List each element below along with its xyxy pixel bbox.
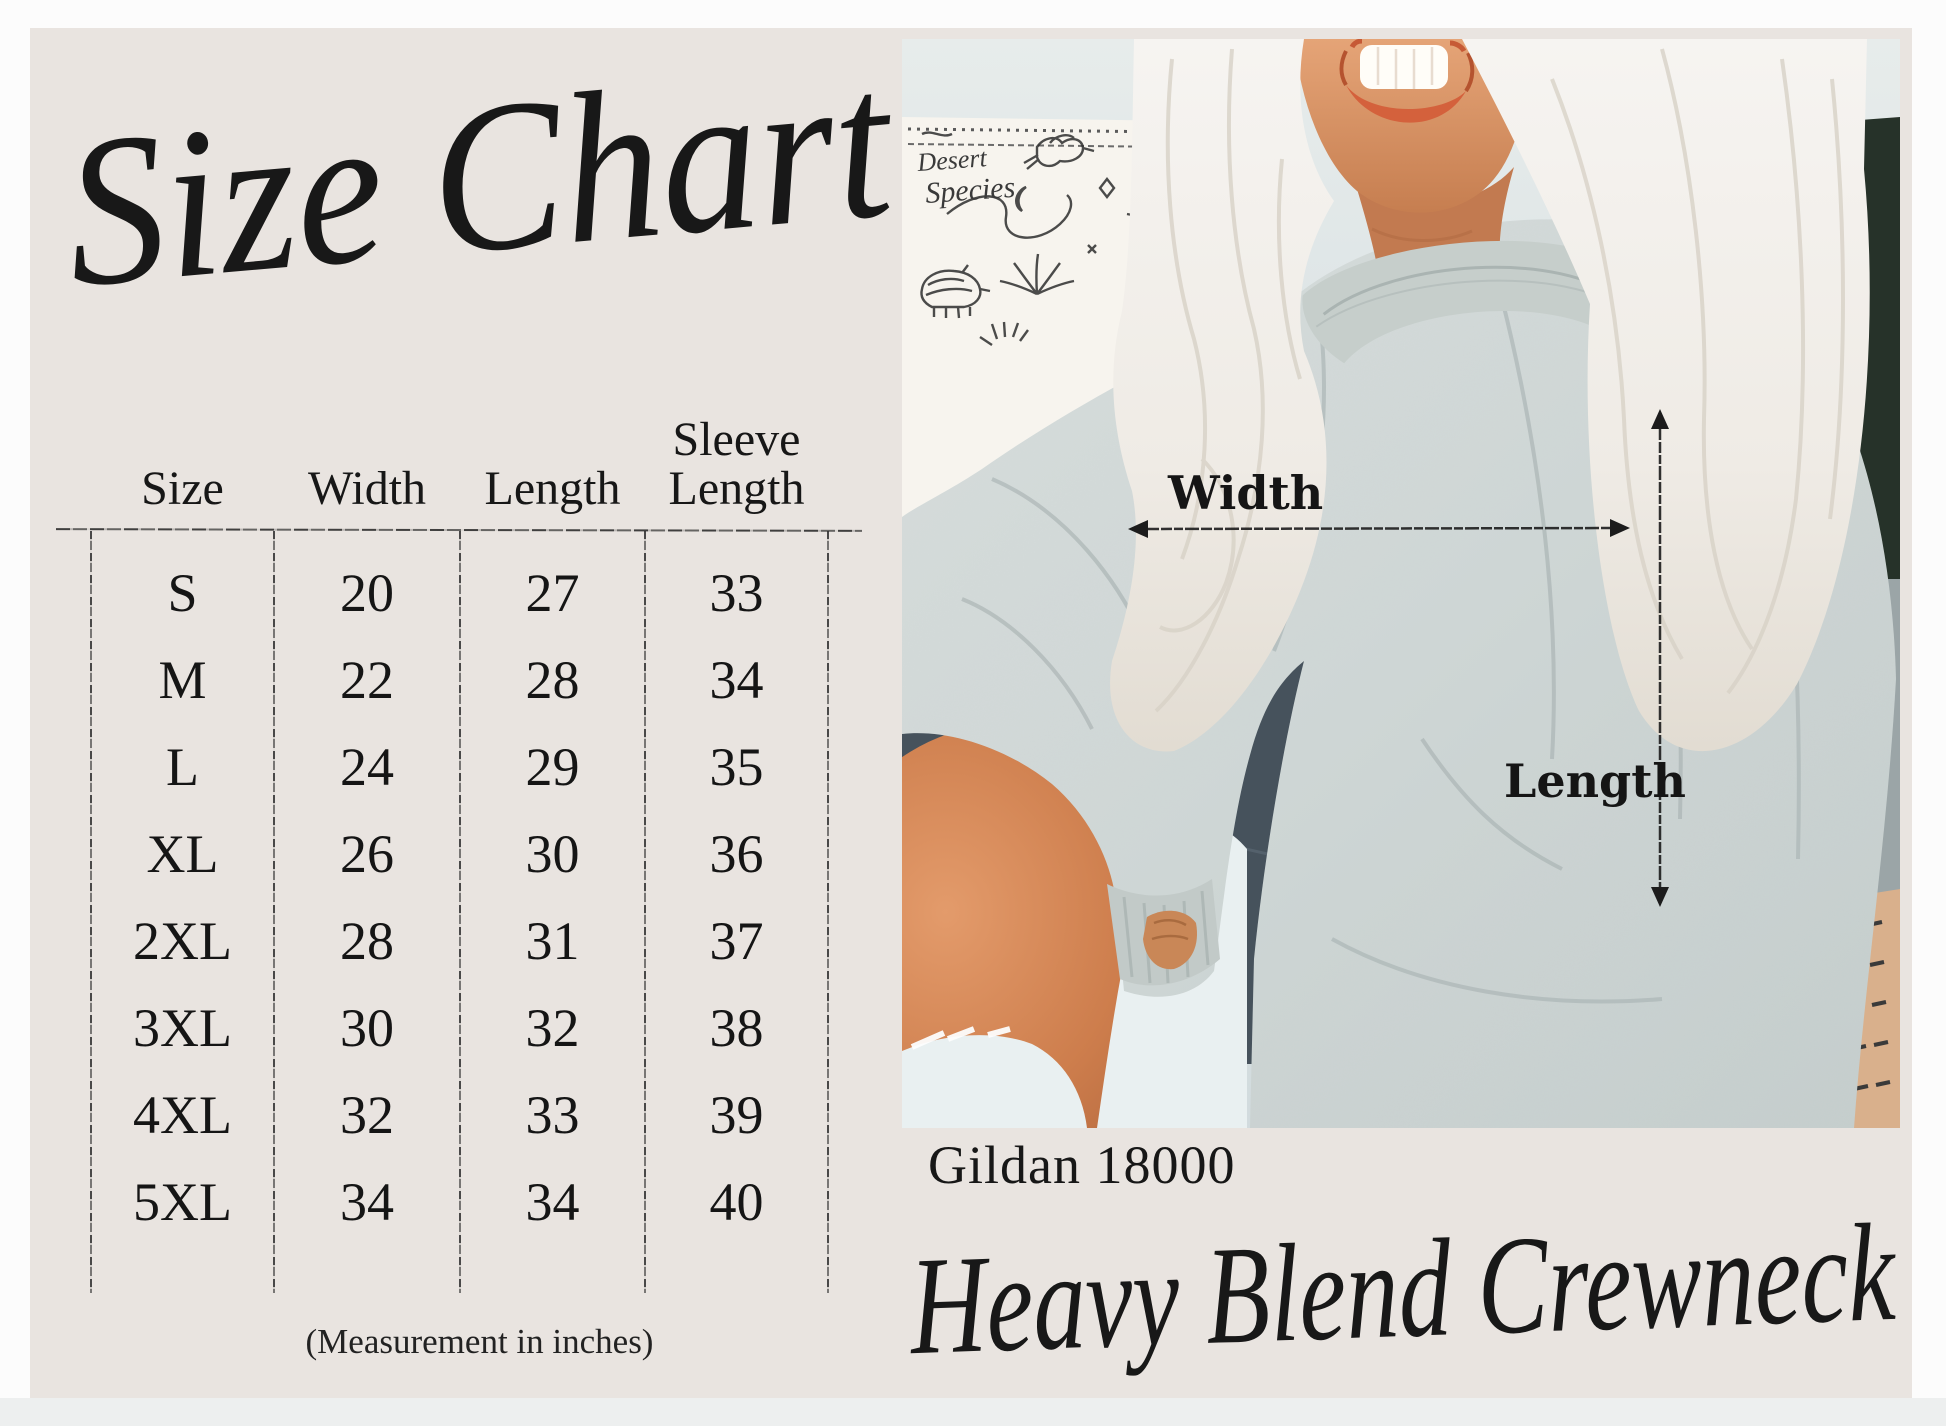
tapestry-word-1: Desert	[915, 143, 988, 177]
width-cell: 20	[340, 562, 394, 623]
width-cell: 22	[340, 649, 394, 710]
sleeve-cell: 34	[709, 649, 764, 710]
width-cell: 34	[340, 1171, 394, 1232]
bottom-margin	[0, 1398, 1946, 1426]
size-cell: L	[166, 736, 199, 797]
header-size: Size	[141, 462, 224, 516]
length-cell: 28	[525, 649, 580, 710]
length-cell: 27	[525, 562, 580, 623]
smile	[1339, 39, 1475, 123]
size-cell: 4XL	[133, 1084, 232, 1145]
size-cell: XL	[146, 823, 219, 884]
table-rule-1	[273, 531, 275, 1293]
product-code: Gildan 18000	[928, 1135, 1236, 1195]
width-cell: 30	[340, 997, 394, 1058]
product-name-script: Heavy Blend Crewneck	[906, 1195, 1899, 1384]
size-table-header: Size Width Length Sleeve Length	[91, 330, 828, 520]
size-cell: 3XL	[133, 997, 232, 1058]
length-cell: 29	[525, 736, 580, 797]
sleeve-cell: 35	[709, 736, 764, 797]
width-cell: 32	[340, 1084, 394, 1145]
length-label: Length	[1504, 754, 1686, 808]
tapestry-word-2: Species	[924, 171, 1016, 210]
sleeve-cell: 38	[709, 997, 764, 1058]
sleeve-cell: 40	[709, 1171, 764, 1232]
length-cell: 30	[525, 823, 580, 884]
width-label: Width	[1167, 466, 1323, 520]
table-rule-2	[459, 531, 461, 1293]
hair-right	[1462, 39, 1870, 752]
page-title: Size Chart	[56, 22, 903, 332]
width-cell: 28	[340, 910, 394, 971]
size-cell: 2XL	[133, 910, 232, 971]
title-script: Size Chart	[56, 22, 903, 332]
width-cell: 26	[340, 823, 394, 884]
width-cell: 24	[340, 736, 394, 797]
length-cell: 33	[525, 1084, 580, 1145]
length-cell: 31	[525, 910, 580, 971]
sleeve-cell: 36	[709, 823, 764, 884]
header-length: Length	[484, 462, 621, 516]
table-rule-right	[827, 531, 829, 1293]
header-width: Width	[307, 462, 427, 516]
width-arrow	[1128, 519, 1630, 538]
size-cell: S	[167, 562, 198, 623]
product-name: Heavy Blend Crewneck	[906, 1195, 1899, 1384]
sleeve-cell: 39	[709, 1084, 764, 1145]
product-photo: Desert Species	[902, 39, 1900, 1128]
size-table: S 20 27 33 M 22 28 34 L 24 29 35 XL 26 3…	[91, 549, 828, 1245]
table-rule-left	[90, 531, 92, 1293]
sleeve-cell: 33	[709, 562, 764, 623]
length-cell: 34	[525, 1171, 580, 1232]
size-cell: M	[158, 649, 207, 710]
size-cell: 5XL	[133, 1171, 232, 1232]
hair-right-strands	[1550, 48, 1845, 695]
hair-left-strands	[1154, 48, 1302, 713]
length-arrow	[1651, 409, 1669, 907]
measurement-note: (Measurement in inches)	[305, 1322, 654, 1361]
length-cell: 32	[525, 997, 580, 1058]
sleeve-cell: 37	[709, 910, 764, 971]
header-sleeve-length: Sleeve Length	[668, 413, 805, 516]
hand	[1143, 910, 1198, 970]
table-rule-3	[644, 531, 646, 1293]
jeans-bottom	[902, 1035, 1087, 1128]
